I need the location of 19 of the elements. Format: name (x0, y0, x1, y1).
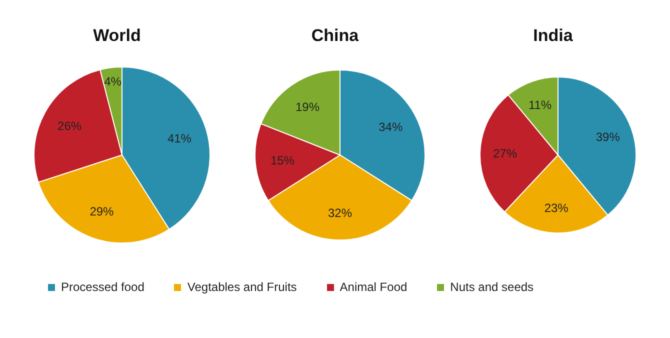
data-label: 32% (328, 206, 352, 220)
chart-title: World (93, 26, 141, 47)
data-label: 39% (596, 130, 620, 144)
data-label: 4% (104, 74, 122, 89)
legend-label: Animal Food (340, 280, 408, 294)
legend-label: Nuts and seeds (450, 280, 534, 294)
data-label: 34% (378, 120, 403, 134)
legend-label: Vegtables and Fruits (187, 280, 297, 294)
chart-title: China (311, 26, 359, 47)
legend-label: Processed food (61, 280, 144, 294)
chart-title: India (533, 26, 573, 47)
data-label: 15% (270, 153, 295, 168)
data-label: 19% (295, 100, 320, 114)
data-label: 29% (90, 204, 114, 218)
data-label: 11% (528, 98, 552, 112)
data-label: 27% (492, 146, 518, 160)
data-label: 23% (544, 201, 569, 216)
data-label: 41% (167, 131, 192, 146)
data-label: 26% (58, 119, 82, 134)
